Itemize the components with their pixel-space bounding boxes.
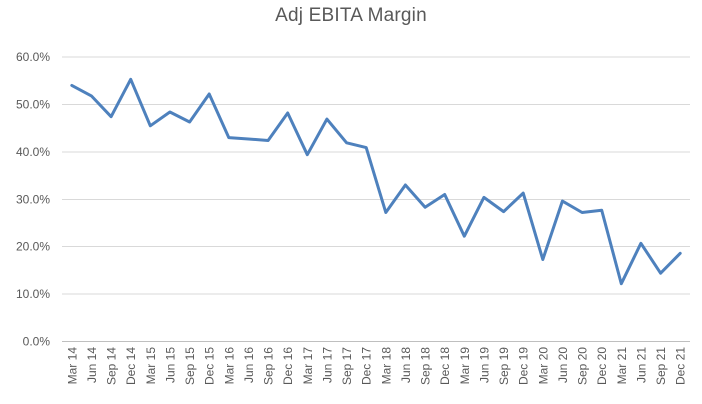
x-axis-tick-label: Dec 21 [674, 347, 688, 385]
x-axis-tick-label: Mar 16 [222, 347, 236, 385]
x-axis-tick-label: Jun 19 [477, 347, 491, 383]
x-axis-tick-label: Jun 16 [242, 347, 256, 383]
x-axis-tick-label: Mar 19 [458, 347, 472, 385]
y-axis-tick-label: 20.0% [16, 240, 50, 254]
x-axis-tick-label: Dec 18 [438, 347, 452, 385]
x-axis-tick-label: Jun 21 [634, 347, 648, 383]
series-line [70, 77, 682, 286]
x-axis-tick-label: Jun 14 [85, 347, 99, 383]
x-axis-tick-label: Dec 15 [203, 347, 217, 385]
chart-title: Adj EBITA Margin [275, 5, 427, 26]
x-axis-tick-label: Jun 17 [320, 347, 334, 383]
x-axis-tick-label: Dec 19 [517, 347, 531, 385]
x-axis-tick-label: Mar 15 [144, 347, 158, 385]
y-axis-tick-label: 50.0% [16, 97, 50, 111]
x-axis-tick-label: Sep 20 [576, 347, 590, 385]
x-axis-tick-label: Jun 15 [163, 347, 177, 383]
x-axis-tick-label: Dec 14 [124, 347, 138, 385]
x-axis-tick-label: Sep 18 [419, 347, 433, 385]
x-axis-tick-label: Sep 15 [183, 347, 197, 385]
x-axis-tick-label: Sep 19 [497, 347, 511, 385]
x-axis-tick-label: Sep 14 [105, 347, 119, 385]
x-axis-tick-label: Mar 14 [65, 347, 79, 385]
x-axis-tick-label: Mar 18 [379, 347, 393, 385]
x-axis-tick-label: Mar 17 [301, 347, 315, 385]
x-axis-tick-label: Dec 16 [281, 347, 295, 385]
y-axis-tick-label: 60.0% [16, 50, 50, 64]
x-axis-tick-label: Sep 16 [262, 347, 276, 385]
y-axis-tick-label: 0.0% [23, 335, 51, 349]
x-axis-tick-label: Dec 17 [360, 347, 374, 385]
x-axis-tick-label: Mar 21 [615, 347, 629, 385]
x-axis-tick-label: Mar 20 [536, 347, 550, 385]
x-axis-tick-label: Jun 18 [399, 347, 413, 383]
y-axis-tick-label: 40.0% [16, 145, 50, 159]
x-axis-tick-label: Dec 20 [595, 347, 609, 385]
y-axis-tick-label: 30.0% [16, 192, 50, 206]
x-axis-tick-label: Jun 20 [556, 347, 570, 383]
y-axis-tick-label: 10.0% [16, 287, 50, 301]
x-axis-tick-label: Sep 21 [654, 347, 668, 385]
x-axis-tick-label: Sep 17 [340, 347, 354, 385]
